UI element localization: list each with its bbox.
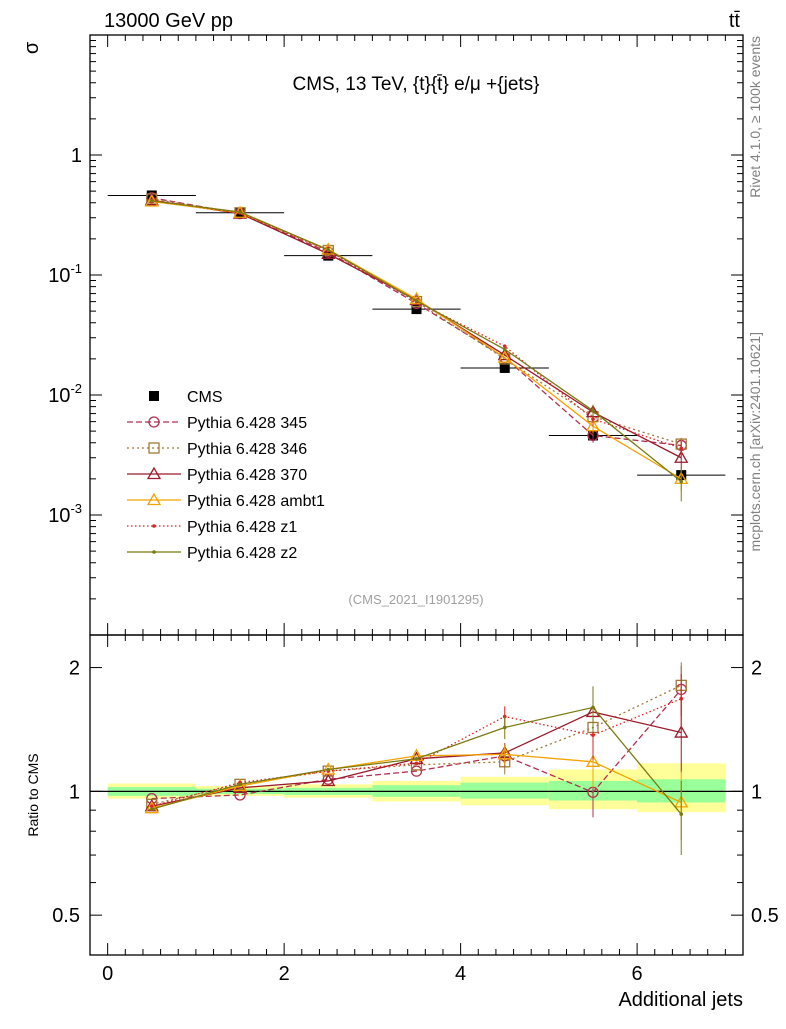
ratio-point-pythia-6-428-z1-6 bbox=[679, 696, 684, 701]
legend-item-pythia-6-428-345: Pythia 6.428 345 bbox=[127, 415, 307, 432]
legend-label-pythia-6-428-ambt1: Pythia 6.428 ambt1 bbox=[187, 493, 325, 510]
legend-marker-pythia-6-428-345 bbox=[148, 416, 160, 428]
legend-label-pythia-6-428-346: Pythia 6.428 346 bbox=[187, 441, 307, 458]
ratio-point-pythia-6-428-z1-0 bbox=[149, 804, 154, 809]
legend-label-pythia-6-428-345: Pythia 6.428 345 bbox=[187, 415, 307, 432]
upper-y-tick-exponent-2: -2 bbox=[70, 381, 82, 396]
ratio-point-pythia-6-428-370-2 bbox=[321, 773, 336, 787]
series-point-pythia-6-428-346-2 bbox=[322, 244, 334, 257]
legend-item-pythia-6-428-ambt1: Pythia 6.428 ambt1 bbox=[127, 492, 325, 510]
ratio-point-pythia-6-428-345-3 bbox=[410, 765, 423, 777]
ratio-point-pythia-6-428-ambt1-0 bbox=[144, 800, 159, 814]
upper-y-tick-label-0: 1 bbox=[71, 145, 82, 167]
ratio-point-pythia-6-428-z1-5 bbox=[591, 733, 595, 737]
legend-item-pythia-6-428-z1: Pythia 6.428 z1 bbox=[127, 519, 297, 536]
ratio-point-pythia-6-428-z2-2 bbox=[326, 767, 331, 772]
series-point-pythia-6-428-z2-6 bbox=[679, 479, 684, 484]
legend-label-pythia-6-428-z1: Pythia 6.428 z1 bbox=[187, 519, 297, 536]
series-point-pythia-6-428-ambt1-4 bbox=[497, 350, 512, 363]
lower-y-tick-label-left-1: 1 bbox=[69, 781, 80, 803]
series-point-pythia-6-428-z2-4 bbox=[502, 347, 507, 352]
x-tick-label-2: 4 bbox=[455, 963, 466, 985]
ratio-point-pythia-6-428-ambt1-4 bbox=[497, 747, 512, 760]
ratio-point-pythia-6-428-z1-3 bbox=[414, 761, 419, 766]
legend-marker-pythia-6-428-z1 bbox=[152, 524, 156, 528]
legend-item-pythia-6-428-z2: Pythia 6.428 z2 bbox=[127, 545, 297, 562]
series-point-pythia-6-428-z2-1 bbox=[238, 210, 242, 214]
legend-marker-pythia-6-428-ambt1 bbox=[146, 492, 162, 506]
ratio-point-pythia-6-428-z2-1 bbox=[238, 782, 242, 787]
upper-y-axis-label: σ bbox=[21, 41, 43, 54]
series-point-pythia-6-428-370-2 bbox=[321, 246, 336, 260]
legend-label-pythia-6-428-370: Pythia 6.428 370 bbox=[187, 467, 307, 484]
legend-swatch-cms bbox=[149, 391, 159, 401]
upper-y-tick-label-2: 10-2 bbox=[48, 381, 82, 407]
energy-label: 13000 GeV pp bbox=[104, 10, 233, 32]
x-tick-label-0: 0 bbox=[102, 963, 113, 985]
series-point-pythia-6-428-z2-0 bbox=[149, 199, 154, 203]
series-point-pythia-6-428-z2-2 bbox=[326, 248, 331, 252]
lower-y-tick-label-left-2: 2 bbox=[69, 658, 80, 680]
cms-point-4 bbox=[499, 362, 510, 373]
ratio-point-pythia-6-428-z2-5 bbox=[591, 705, 595, 710]
lower-plot: 0.5 0.5 1 1 2 2 0 2 4 6 bbox=[52, 634, 779, 985]
rivet-label: Rivet 4.1.0, ≥ 100k events bbox=[747, 36, 763, 198]
ratio-point-pythia-6-428-z2-6 bbox=[679, 812, 684, 816]
x-axis-label: Additional jets bbox=[618, 989, 743, 1011]
legend-marker-pythia-6-428-370 bbox=[146, 466, 162, 480]
legend-marker-pythia-6-428-z2 bbox=[152, 550, 156, 554]
ratio-point-pythia-6-428-ambt1-5 bbox=[585, 754, 601, 767]
mcplots-label: mcplots.cern.ch [arXiv:2401.10621] bbox=[747, 332, 763, 551]
watermark-label: (CMS_2021_I1901295) bbox=[348, 592, 483, 607]
ratio-point-pythia-6-428-z2-3 bbox=[414, 756, 419, 761]
ratio-point-pythia-6-428-z2-0 bbox=[149, 807, 154, 811]
series-point-pythia-6-428-370-6 bbox=[674, 450, 689, 463]
series-point-pythia-6-428-z2-5 bbox=[591, 408, 595, 413]
process-label: tt̄ bbox=[729, 10, 741, 32]
series-point-pythia-6-428-ambt1-5 bbox=[585, 418, 601, 432]
series-point-pythia-6-428-z1-4 bbox=[502, 344, 507, 349]
lower-y-axis-label: Ratio to CMS bbox=[25, 753, 41, 836]
cms-point-3 bbox=[411, 304, 422, 315]
series-point-pythia-6-428-370-4 bbox=[497, 347, 512, 361]
legend-item-cms: CMS bbox=[149, 389, 223, 406]
x-tick-label-1: 2 bbox=[279, 963, 290, 985]
series-point-pythia-6-428-z2-3 bbox=[414, 298, 419, 303]
lower-y-tick-label-right-2: 2 bbox=[751, 658, 762, 680]
upper-y-tick-exponent-3: -3 bbox=[70, 501, 82, 516]
lower-frame bbox=[89, 634, 744, 956]
lower-y-tick-label-left-0: 0.5 bbox=[52, 905, 80, 927]
legend: CMS Pythia 6.428 345 Pythia 6.428 346 Pythi… bbox=[127, 389, 325, 562]
legend-label-pythia-6-428-z2: Pythia 6.428 z2 bbox=[187, 545, 297, 562]
series-point-pythia-6-428-z1-6 bbox=[679, 446, 684, 451]
ratio-point-pythia-6-428-345-0 bbox=[146, 792, 158, 805]
legend-label-cms: CMS bbox=[187, 389, 223, 406]
series-point-pythia-6-428-z1-5 bbox=[591, 417, 595, 421]
lower-y-tick-label-right-1: 1 bbox=[751, 781, 762, 803]
legend-marker-pythia-6-428-346 bbox=[148, 442, 160, 454]
ratio-point-pythia-6-428-370-6 bbox=[674, 725, 689, 738]
main-title: CMS, 13 TeV, {t}{t̄} e/μ +{jets} bbox=[292, 74, 539, 95]
lower-y-tick-label-right-0: 0.5 bbox=[751, 905, 779, 927]
x-tick-label-3: 6 bbox=[632, 963, 643, 985]
legend-item-pythia-6-428-346: Pythia 6.428 346 bbox=[127, 441, 307, 458]
upper-y-tick-exponent-1: -1 bbox=[70, 261, 82, 276]
ratio-point-pythia-6-428-z2-4 bbox=[502, 725, 507, 730]
band-inner-4 bbox=[460, 782, 549, 799]
legend-item-pythia-6-428-370: Pythia 6.428 370 bbox=[127, 466, 307, 484]
